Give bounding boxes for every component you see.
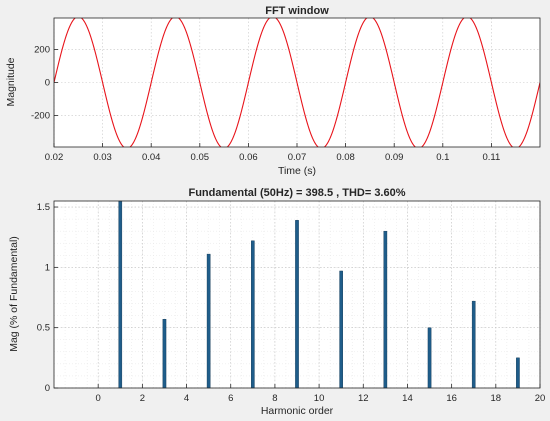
fft-x-tick-label: 0.07	[288, 152, 307, 163]
harmonic-bar	[251, 240, 255, 389]
fft-signal-line	[54, 18, 540, 147]
harmonic-bar	[471, 300, 476, 389]
harmonic-spectrum-axes: 0 2 4 6 8 10 12 14 16 18 20 0 0.5 1 1.5 Fundamental (5…	[8, 187, 545, 417]
fft-window-ylabel: Magnitude	[5, 57, 17, 106]
fft-x-tick-label: 0.08	[336, 152, 355, 163]
fft-y-tick-label: -200	[31, 111, 50, 122]
harmonic-bar	[206, 253, 211, 389]
fft-x-tick-label: 0.09	[385, 152, 404, 163]
harmonic-bar	[383, 230, 388, 389]
fft-window-xlabel: Time (s)	[278, 165, 316, 177]
harmonic-y-tick-label: 1.5	[37, 202, 50, 213]
fft-x-tick-label: 0.02	[45, 152, 64, 163]
harmonic-x-tick-label: 20	[535, 393, 546, 404]
harmonic-x-tick-label: 6	[228, 393, 233, 404]
harmonic-x-tick-label: 8	[272, 393, 277, 404]
harmonic-bar	[427, 327, 432, 389]
fft-y-tick-label: 0	[45, 78, 50, 89]
harmonic-x-tick-label: 12	[358, 393, 369, 404]
fft-x-tick-label: 0.11	[483, 152, 501, 163]
harmonic-x-tick-label: 14	[402, 393, 413, 404]
fft-window-axes: 0.02 0.03 0.04 0.05 0.06 0.07 0.08 0.09 0.1 0.11 -…	[5, 5, 541, 177]
fft-x-tick-label: 0.04	[142, 152, 161, 163]
harmonic-xlabel: Harmonic order	[261, 405, 334, 417]
fft-window-ticks: 0.02 0.03 0.04 0.05 0.06 0.07 0.08 0.09 0.1 0.11 -…	[31, 44, 500, 163]
harmonic-bar	[162, 319, 167, 389]
harmonic-x-tick-label: 16	[446, 393, 457, 404]
harmonic-title: Fundamental (50Hz) = 398.5 , THD= 3.60%	[188, 187, 405, 199]
harmonic-bar	[339, 270, 343, 389]
fft-y-tick-label: 200	[34, 44, 50, 55]
harmonic-bar	[295, 220, 299, 389]
harmonic-x-tick-label: 0	[96, 393, 101, 404]
harmonic-bar	[516, 357, 520, 389]
harmonic-x-tick-label: 2	[140, 393, 145, 404]
fft-x-tick-label: 0.03	[93, 152, 112, 163]
harmonic-bar	[118, 200, 123, 389]
harmonic-x-tick-label: 10	[314, 393, 325, 404]
fft-x-tick-label: 0.06	[239, 152, 258, 163]
harmonic-ticks: 0 2 4 6 8 10 12 14 16 18 20 0 0.5 1 1.5	[37, 202, 546, 404]
fft-window-title: FFT window	[265, 5, 329, 17]
harmonic-y-tick-label: 0	[45, 383, 50, 394]
harmonic-y-tick-label: 1	[45, 262, 50, 273]
harmonic-ylabel: Mag (% of Fundamental)	[8, 236, 20, 352]
harmonic-axes-box	[53, 200, 541, 389]
fft-x-tick-label: 0.05	[191, 152, 210, 163]
fft-x-tick-label: 0.1	[436, 152, 449, 163]
harmonic-x-tick-label: 18	[491, 393, 502, 404]
fft-window-signal	[54, 18, 540, 147]
harmonic-x-tick-label: 4	[184, 393, 189, 404]
harmonic-y-tick-label: 0.5	[37, 323, 50, 334]
